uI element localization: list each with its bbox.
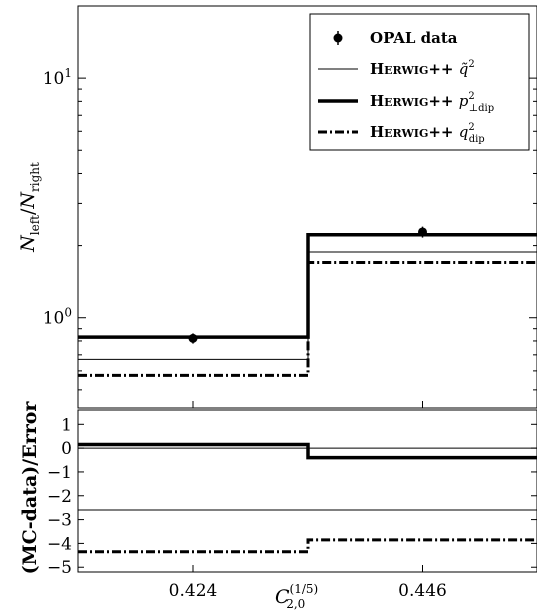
y-label-sub-right: right bbox=[28, 162, 42, 192]
x-label-c: C bbox=[275, 586, 290, 608]
legend-subscript: dip bbox=[469, 134, 485, 145]
y-tick-label: 100 bbox=[43, 306, 72, 329]
legend-superscript: 2 bbox=[468, 91, 474, 102]
ratio-y-tick-label: 0 bbox=[61, 439, 72, 459]
y-label-n: N bbox=[17, 234, 39, 253]
legend-superscript: 2 bbox=[468, 59, 474, 70]
legend-generator-name: Herwig++ bbox=[370, 92, 459, 110]
legend-superscript: 2 bbox=[468, 122, 474, 133]
data-point bbox=[418, 227, 427, 237]
ratio-y-tick-label: −5 bbox=[47, 558, 72, 578]
legend-variable: q bbox=[459, 123, 469, 141]
data-point bbox=[188, 333, 198, 343]
y-tick-label: 101 bbox=[43, 66, 72, 89]
ratio-y-tick-label: −4 bbox=[47, 534, 72, 554]
y-axis-label: Nleft/Nright bbox=[17, 162, 42, 253]
x-label-subscript: 2,0 bbox=[286, 597, 305, 611]
y-tick-exponent: 0 bbox=[64, 306, 72, 320]
y-label-sub-left: left bbox=[28, 215, 42, 235]
legend-subscript: ⊥dip bbox=[469, 103, 494, 114]
x-tick-label: 0.424 bbox=[169, 581, 218, 601]
ratio-y-tick-label: −2 bbox=[47, 487, 72, 507]
ratio-y-tick-label: −3 bbox=[47, 511, 72, 531]
y-tick-base: 10 bbox=[43, 309, 65, 329]
legend-entry: Herwig++ p2 ⊥dip bbox=[370, 91, 494, 114]
ratio-y-tick-label: −1 bbox=[47, 463, 72, 483]
legend-entry: OPAL data bbox=[370, 29, 458, 47]
ratio-plot-frame bbox=[77, 409, 537, 573]
series-dashdot-main bbox=[78, 261, 537, 377]
legend-variable: p bbox=[459, 92, 469, 110]
legend-entry: Herwig++ q̃2 bbox=[370, 59, 475, 78]
legend-variable: q̃ bbox=[459, 60, 469, 78]
series-thick-ratio bbox=[78, 442, 537, 460]
legend-label: OPAL data bbox=[370, 29, 458, 47]
series-dashdot-ratio bbox=[78, 538, 537, 554]
y-tick-exponent: 1 bbox=[64, 66, 72, 80]
x-axis-label: C(1/5) 2,0 bbox=[275, 582, 318, 611]
legend-entry: Herwig++ q2 dip bbox=[370, 122, 485, 145]
legend-generator-name: Herwig++ bbox=[370, 123, 459, 141]
ratio-y-tick-label: 1 bbox=[61, 415, 72, 435]
x-label-superscript: (1/5) bbox=[290, 582, 319, 596]
main-plot-frame bbox=[77, 5, 537, 409]
y-label-n2: N bbox=[17, 191, 39, 210]
ratio-y-axis-label: (MC-data)/Error bbox=[19, 401, 41, 575]
legend-box bbox=[309, 13, 530, 151]
x-tick-label: 0.446 bbox=[398, 581, 447, 601]
y-label-slash: / bbox=[17, 208, 39, 215]
legend-generator-name: Herwig++ bbox=[370, 60, 459, 78]
legend-marker bbox=[333, 33, 343, 43]
y-tick-base: 10 bbox=[43, 69, 65, 89]
